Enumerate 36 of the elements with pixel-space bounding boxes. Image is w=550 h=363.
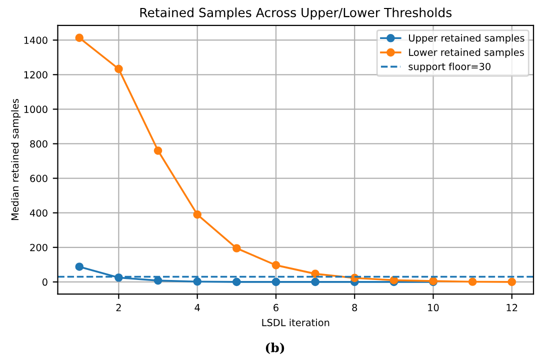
x-tick-label: 4 <box>194 304 200 312</box>
x-axis-title: LSDL iteration <box>262 318 330 326</box>
point <box>468 278 477 286</box>
point <box>232 244 241 252</box>
point <box>232 278 241 286</box>
point <box>193 210 202 219</box>
y-tick-label: 1400 <box>24 36 48 44</box>
point <box>154 146 162 155</box>
legend-label: support floor=30 <box>408 62 490 72</box>
point <box>75 262 84 271</box>
y-tick-label: 200 <box>30 244 48 252</box>
legend-label: Upper retained samples <box>409 34 524 44</box>
text: (b) <box>266 342 284 354</box>
y-tick-label: 600 <box>30 174 48 182</box>
point <box>114 64 123 74</box>
point <box>75 34 84 42</box>
point <box>311 270 320 278</box>
x-tick-label: 12 <box>506 304 518 312</box>
chart-title: Retained Samples Across Upper/Lower Thresholds <box>140 8 452 20</box>
point <box>508 278 516 286</box>
point <box>193 277 202 286</box>
x-tick-label: 10 <box>428 304 439 312</box>
point <box>272 261 280 270</box>
legend-label: Lower retained samples <box>409 48 524 58</box>
x-tick-label: 8 <box>352 304 358 312</box>
y-tick-label: 400 <box>30 209 48 217</box>
x-tick-label: 2 <box>116 304 121 312</box>
y-axis-title: Median retained samples <box>11 98 21 220</box>
point <box>272 278 280 286</box>
point <box>311 278 320 286</box>
x-tick-label: 6 <box>274 304 278 312</box>
y-tick-label: 0 <box>42 278 48 286</box>
y-tick-label: 1200 <box>24 71 48 78</box>
point <box>154 276 162 285</box>
y-tick-label: 1000 <box>24 106 48 114</box>
y-tick-label: 800 <box>30 140 48 148</box>
